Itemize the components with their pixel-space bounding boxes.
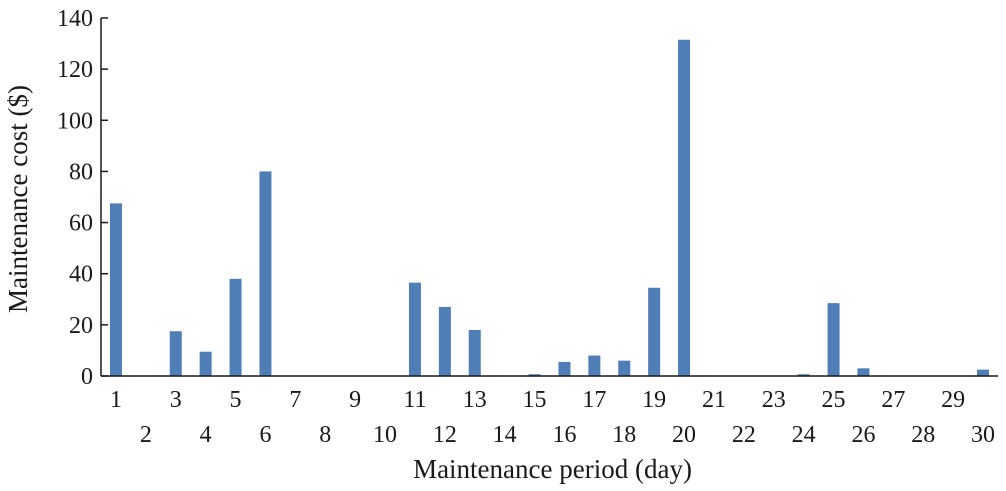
x-tick-label: 19 [642, 387, 666, 413]
y-tick-label: 0 [81, 364, 93, 390]
x-tick-label: 21 [702, 387, 726, 413]
y-axis-title: Maintenance cost ($) [3, 85, 33, 313]
y-tick-label: 40 [69, 262, 93, 288]
x-tick-label: 30 [971, 422, 995, 448]
x-tick-label: 25 [822, 387, 846, 413]
x-tick-label: 15 [523, 387, 547, 413]
bar-day-17 [588, 355, 601, 376]
x-tick-label: 10 [373, 422, 397, 448]
bar-day-19 [648, 287, 661, 376]
x-tick-label: 28 [911, 422, 935, 448]
bar-day-26 [857, 368, 870, 376]
x-tick-label: 22 [732, 422, 756, 448]
x-tick-label: 18 [612, 422, 636, 448]
x-tick-label: 20 [672, 422, 696, 448]
y-tick-label: 20 [69, 313, 93, 339]
x-tick-label: 16 [552, 422, 576, 448]
x-tick-label: 1 [110, 387, 122, 413]
bar-day-3 [169, 331, 182, 376]
x-tick-label: 11 [403, 387, 426, 413]
x-ticks-group: 1234567891011121314151617181920212223242… [110, 387, 995, 448]
y-tick-label: 120 [57, 57, 93, 83]
x-tick-label: 3 [170, 387, 182, 413]
axes-group [100, 18, 998, 377]
x-tick-label: 14 [493, 422, 517, 448]
y-tick-label: 80 [69, 159, 93, 185]
bar-day-18 [618, 360, 631, 376]
x-tick-label: 29 [941, 387, 965, 413]
x-axis-title: Maintenance period (day) [413, 454, 692, 484]
x-tick-label: 6 [259, 422, 271, 448]
bar-day-24 [797, 374, 810, 376]
y-tick-label: 140 [57, 6, 93, 32]
bars-group [109, 39, 990, 377]
x-tick-label: 4 [200, 422, 212, 448]
bar-day-13 [468, 329, 481, 376]
x-tick-label: 9 [349, 387, 361, 413]
x-tick-label: 17 [582, 387, 606, 413]
y-tick-label: 60 [69, 211, 93, 237]
bar-day-4 [199, 351, 212, 376]
bar-day-5 [229, 278, 242, 376]
bar-day-20 [678, 39, 691, 377]
bar-day-1 [109, 203, 122, 376]
x-tick-label: 24 [792, 422, 816, 448]
bar-day-12 [438, 306, 451, 376]
bar-day-11 [408, 282, 421, 376]
y-tick-label: 100 [57, 108, 93, 134]
x-tick-label: 2 [140, 422, 152, 448]
x-tick-label: 27 [881, 387, 905, 413]
x-tick-label: 7 [289, 387, 301, 413]
x-tick-label: 13 [463, 387, 487, 413]
bar-day-15 [528, 374, 541, 376]
x-tick-label: 12 [433, 422, 457, 448]
bar-day-30 [977, 369, 990, 376]
x-tick-label: 8 [319, 422, 331, 448]
x-tick-label: 5 [230, 387, 242, 413]
x-tick-label: 26 [851, 422, 875, 448]
bar-day-16 [558, 361, 571, 376]
y-ticks-group: 0 20 40 60 80 100 120 140 [57, 6, 108, 390]
x-tick-label: 23 [762, 387, 786, 413]
bar-day-6 [259, 171, 272, 376]
bar-day-25 [827, 303, 840, 376]
